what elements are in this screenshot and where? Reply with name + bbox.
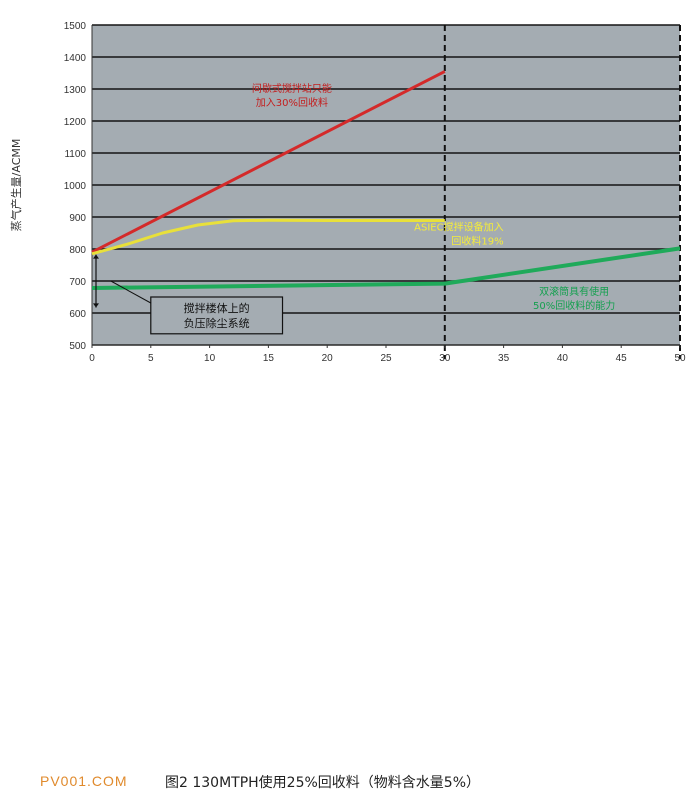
caption-bar: PV001.COM 图2 130MTPH使用25%回收料（物料含水量5%） — [0, 386, 695, 791]
series-line — [91, 246, 681, 290]
x-tick-label: 25 — [380, 353, 392, 364]
series-annotation: 双滚筒具有使用 — [539, 285, 609, 298]
y-tick-label: 1300 — [64, 85, 87, 96]
x-tick-label: 40 — [557, 353, 569, 364]
callout-leader — [110, 280, 152, 304]
series-group — [91, 70, 681, 290]
y-tick-label: 900 — [69, 213, 86, 224]
y-tick-label: 1400 — [64, 53, 87, 64]
series-annotation: 间歇式搅拌站只能 — [252, 82, 332, 95]
x-tick-label: 15 — [263, 353, 275, 364]
callout-text: 搅拌楼体上的 — [184, 301, 250, 315]
wechat-icon — [548, 370, 566, 385]
callout-box — [150, 296, 284, 335]
x-tick-label: 20 — [322, 353, 334, 364]
y-tick-label: 1000 — [64, 181, 87, 192]
series-annotation: ASIEC搅拌设备加入 — [414, 220, 503, 233]
x-axis-ticks: 0 5 10 15 20 25 30 35 40 45 50 — [89, 345, 686, 364]
x-tick-label: 45 — [616, 353, 628, 364]
chart: 500600700800900100011001200130014001500 … — [9, 21, 686, 364]
series-line — [91, 218, 445, 256]
callout-arrow-head-up — [93, 254, 99, 259]
y-axis-label: 蒸气产生量/ACMM — [9, 139, 23, 232]
x-tick-label: 10 — [204, 353, 216, 364]
series-annotation: 加入30%回收料 — [256, 96, 328, 109]
x-tick-label: 50 — [674, 353, 686, 364]
vertical-markers — [443, 25, 681, 359]
watermark-left: PV001.COM — [40, 773, 128, 789]
x-tick-label: 0 — [89, 353, 95, 364]
y-tick-label: 1500 — [64, 21, 87, 32]
grid — [91, 24, 680, 346]
y-tick-label: 500 — [69, 341, 86, 352]
y-tick-label: 800 — [69, 245, 86, 256]
figure-caption: 图2 130MTPH使用25%回收料（物料含水量5%） — [165, 775, 481, 791]
callout-arrow-head-down — [93, 303, 99, 308]
x-tick-label: 5 — [148, 353, 154, 364]
y-tick-label: 1200 — [64, 117, 87, 128]
y-tick-label: 700 — [69, 277, 86, 288]
y-tick-label: 1100 — [64, 149, 86, 160]
x-tick-label: 30 — [439, 353, 451, 364]
series-annotation: 50%回收料的能力 — [533, 299, 615, 312]
series-annotation: 回收料19% — [451, 234, 503, 247]
x-tick-label: 35 — [498, 353, 510, 364]
y-axis-ticks: 500 600 700 800 900 1000 1100 1200 1300 1400 1500 — [64, 21, 87, 352]
y-tick-label: 600 — [69, 309, 86, 320]
watermark-right-text: 建筑机械杂志 — [570, 372, 649, 387]
watermark-right: 建筑机械杂志 — [548, 368, 648, 387]
series-line — [91, 70, 446, 254]
callout-text: 负压除尘系统 — [184, 316, 250, 330]
